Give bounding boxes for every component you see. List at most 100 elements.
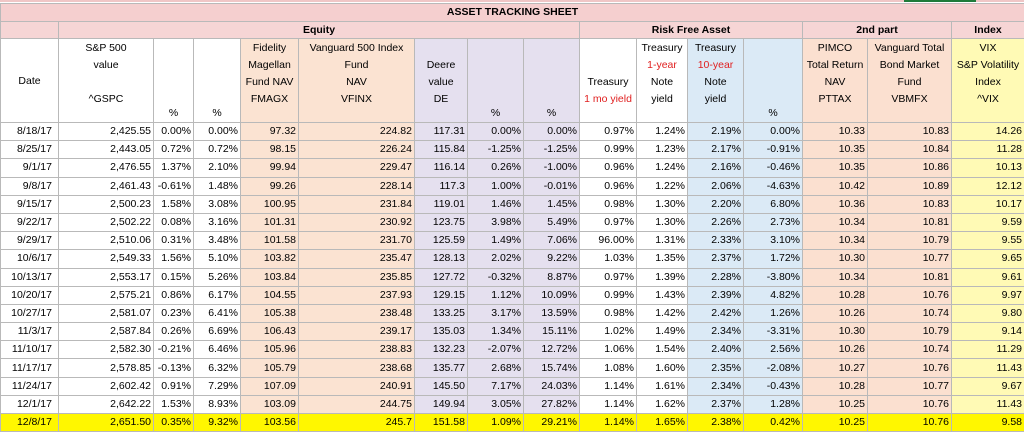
cell-vfinx-nav[interactable]: 229.47 xyxy=(299,159,415,177)
cell-vbmfx-nav[interactable]: 10.83 xyxy=(868,195,952,213)
cell-treasury-1mo[interactable]: 0.97% xyxy=(580,123,637,141)
cell-vfinx-nav[interactable]: 239.17 xyxy=(299,323,415,341)
cell-treasury-1yr[interactable]: 1.39% xyxy=(637,268,688,286)
cell-deere-cum-pct[interactable]: 8.87% xyxy=(524,268,580,286)
cell-deere-cum-pct[interactable]: 0.00% xyxy=(524,123,580,141)
cell-pttax-nav[interactable]: 10.34 xyxy=(803,232,868,250)
header-sp500-cum-pct[interactable]: % xyxy=(194,39,241,123)
cell-vfinx-nav[interactable]: 245.7 xyxy=(299,414,415,432)
cell-fmagx-nav[interactable]: 107.09 xyxy=(241,377,299,395)
cell-treasury-10yr-pct[interactable]: 3.10% xyxy=(744,232,803,250)
cell-vix[interactable]: 11.43 xyxy=(952,395,1024,413)
header-sp500[interactable]: S&P 500 value ^GSPC xyxy=(59,39,154,123)
cell-pttax-nav[interactable]: 10.30 xyxy=(803,323,868,341)
cell-treasury-10yr-pct[interactable]: -3.31% xyxy=(744,323,803,341)
cell-sp500[interactable]: 2,549.33 xyxy=(59,250,154,268)
cell-sp500-cum-pct[interactable]: 3.16% xyxy=(194,213,241,231)
cell-pttax-nav[interactable]: 10.34 xyxy=(803,213,868,231)
cell-vix[interactable]: 12.12 xyxy=(952,177,1024,195)
cell-treasury-10yr-pct[interactable]: 0.00% xyxy=(744,123,803,141)
header-vanguard-500[interactable]: Vanguard 500 Index Fund NAV VFINX xyxy=(299,39,415,123)
cell-vbmfx-nav[interactable]: 10.77 xyxy=(868,377,952,395)
cell-deere-value[interactable]: 132.23 xyxy=(415,341,468,359)
cell-sp500-pct[interactable]: -0.61% xyxy=(154,177,194,195)
cell-sp500-cum-pct[interactable]: 3.48% xyxy=(194,232,241,250)
cell-treasury-10yr-pct[interactable]: 1.72% xyxy=(744,250,803,268)
cell-treasury-1yr[interactable]: 1.61% xyxy=(637,377,688,395)
cell-treasury-1mo[interactable]: 0.98% xyxy=(580,195,637,213)
header-treasury-10yr-pct[interactable]: % xyxy=(744,39,803,123)
cell-treasury-1yr[interactable]: 1.43% xyxy=(637,286,688,304)
cell-deere-value[interactable]: 125.59 xyxy=(415,232,468,250)
cell-treasury-10yr[interactable]: 2.16% xyxy=(688,159,744,177)
cell-treasury-1yr[interactable]: 1.24% xyxy=(637,159,688,177)
cell-vix[interactable]: 10.17 xyxy=(952,195,1024,213)
cell-deere-cum-pct[interactable]: 10.09% xyxy=(524,286,580,304)
cell-treasury-10yr-pct[interactable]: 0.42% xyxy=(744,414,803,432)
cell-fmagx-nav[interactable]: 98.15 xyxy=(241,141,299,159)
cell-deere-value[interactable]: 135.77 xyxy=(415,359,468,377)
cell-vix[interactable]: 9.80 xyxy=(952,304,1024,322)
cell-vfinx-nav[interactable]: 235.85 xyxy=(299,268,415,286)
cell-vfinx-nav[interactable]: 231.84 xyxy=(299,195,415,213)
cell-vfinx-nav[interactable]: 230.92 xyxy=(299,213,415,231)
cell-treasury-1yr[interactable]: 1.65% xyxy=(637,414,688,432)
cell-vix[interactable]: 9.58 xyxy=(952,414,1024,432)
cell-fmagx-nav[interactable]: 103.09 xyxy=(241,395,299,413)
cell-deere-cum-pct[interactable]: 12.72% xyxy=(524,341,580,359)
cell-sp500-cum-pct[interactable]: 9.32% xyxy=(194,414,241,432)
cell-sp500-pct[interactable]: 0.15% xyxy=(154,268,194,286)
cell-treasury-10yr-pct[interactable]: 6.80% xyxy=(744,195,803,213)
cell-vfinx-nav[interactable]: 228.14 xyxy=(299,177,415,195)
cell-date[interactable]: 11/17/17 xyxy=(1,359,59,377)
cell-sp500[interactable]: 2,587.84 xyxy=(59,323,154,341)
header-fidelity[interactable]: Fidelity Magellan Fund NAV FMAGX xyxy=(241,39,299,123)
cell-treasury-1mo[interactable]: 1.03% xyxy=(580,250,637,268)
cell-treasury-10yr[interactable]: 2.38% xyxy=(688,414,744,432)
cell-date[interactable]: 10/6/17 xyxy=(1,250,59,268)
cell-vbmfx-nav[interactable]: 10.77 xyxy=(868,250,952,268)
cell-vfinx-nav[interactable]: 238.68 xyxy=(299,359,415,377)
cell-sp500-cum-pct[interactable]: 0.00% xyxy=(194,123,241,141)
cell-vix[interactable]: 9.55 xyxy=(952,232,1024,250)
cell-sp500[interactable]: 2,581.07 xyxy=(59,304,154,322)
cell-deere-pct[interactable]: 3.05% xyxy=(468,395,524,413)
cell-treasury-1mo[interactable]: 0.97% xyxy=(580,268,637,286)
cell-treasury-10yr-pct[interactable]: 4.82% xyxy=(744,286,803,304)
cell-deere-value[interactable]: 119.01 xyxy=(415,195,468,213)
group-second-part[interactable]: 2nd part xyxy=(803,22,952,39)
cell-date[interactable]: 10/20/17 xyxy=(1,286,59,304)
cell-deere-pct[interactable]: 3.17% xyxy=(468,304,524,322)
cell-treasury-1mo[interactable]: 1.08% xyxy=(580,359,637,377)
cell-date[interactable]: 9/8/17 xyxy=(1,177,59,195)
cell-fmagx-nav[interactable]: 104.55 xyxy=(241,286,299,304)
cell-deere-cum-pct[interactable]: 7.06% xyxy=(524,232,580,250)
cell-sp500[interactable]: 2,510.06 xyxy=(59,232,154,250)
cell-treasury-1mo[interactable]: 1.14% xyxy=(580,395,637,413)
header-date[interactable]: Date xyxy=(1,39,59,123)
cell-vfinx-nav[interactable]: 231.70 xyxy=(299,232,415,250)
cell-treasury-1yr[interactable]: 1.42% xyxy=(637,304,688,322)
cell-pttax-nav[interactable]: 10.26 xyxy=(803,304,868,322)
cell-fmagx-nav[interactable]: 97.32 xyxy=(241,123,299,141)
cell-vbmfx-nav[interactable]: 10.74 xyxy=(868,304,952,322)
cell-vfinx-nav[interactable]: 238.48 xyxy=(299,304,415,322)
cell-treasury-10yr[interactable]: 2.26% xyxy=(688,213,744,231)
cell-sp500[interactable]: 2,500.23 xyxy=(59,195,154,213)
cell-vbmfx-nav[interactable]: 10.83 xyxy=(868,123,952,141)
cell-sp500[interactable]: 2,578.85 xyxy=(59,359,154,377)
cell-pttax-nav[interactable]: 10.35 xyxy=(803,141,868,159)
cell-deere-cum-pct[interactable]: -0.01% xyxy=(524,177,580,195)
cell-treasury-10yr[interactable]: 2.37% xyxy=(688,395,744,413)
cell-deere-pct[interactable]: 0.26% xyxy=(468,159,524,177)
cell-treasury-1yr[interactable]: 1.35% xyxy=(637,250,688,268)
cell-deere-value[interactable]: 129.15 xyxy=(415,286,468,304)
cell-sp500[interactable]: 2,461.43 xyxy=(59,177,154,195)
cell-treasury-10yr[interactable]: 2.37% xyxy=(688,250,744,268)
cell-treasury-10yr-pct[interactable]: -3.80% xyxy=(744,268,803,286)
cell-sp500-pct[interactable]: 0.91% xyxy=(154,377,194,395)
cell-treasury-10yr[interactable]: 2.17% xyxy=(688,141,744,159)
cell-deere-cum-pct[interactable]: 15.11% xyxy=(524,323,580,341)
cell-sp500-cum-pct[interactable]: 5.10% xyxy=(194,250,241,268)
cell-date[interactable]: 9/22/17 xyxy=(1,213,59,231)
